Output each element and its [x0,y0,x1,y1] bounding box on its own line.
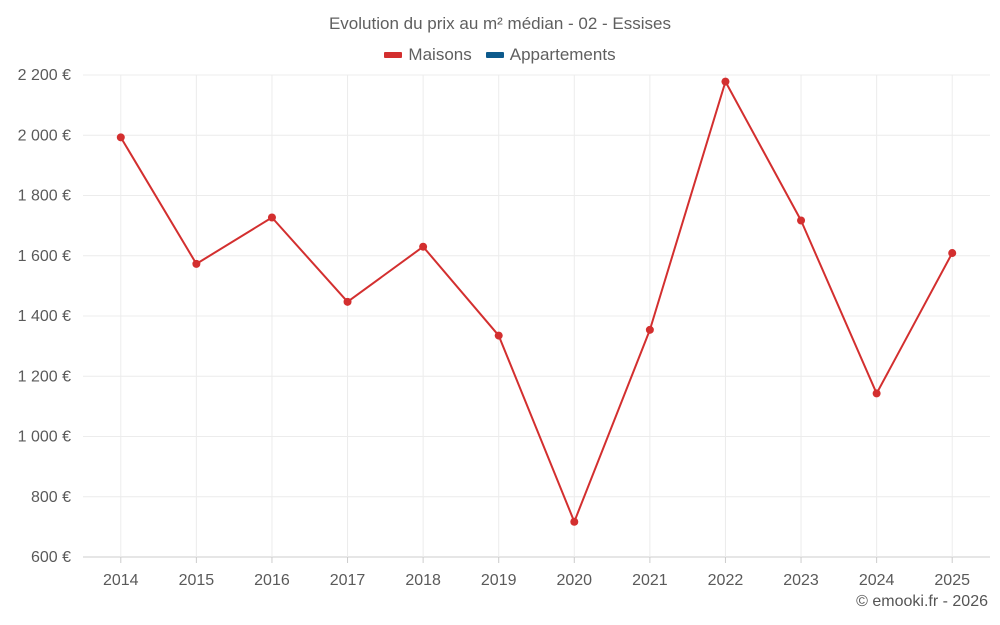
data-point-maisons[interactable] [948,249,957,258]
x-tick-label: 2025 [934,572,970,589]
y-tick-label: 800 € [31,489,71,506]
y-tick-label: 600 € [31,549,71,566]
y-tick-label: 1 600 € [18,248,71,265]
x-tick-label: 2018 [405,572,441,589]
x-tick-label: 2023 [783,572,819,589]
copyright-notice: © emooki.fr - 2026 [856,593,988,610]
data-point-maisons[interactable] [872,389,881,398]
data-point-maisons[interactable] [267,213,276,222]
y-tick-label: 2 200 € [18,67,71,84]
data-point-maisons[interactable] [116,133,125,142]
y-tick-label: 1 800 € [18,188,71,205]
x-tick-label: 2019 [481,572,517,589]
x-tick-label: 2017 [330,572,366,589]
y-tick-label: 1 000 € [18,429,71,446]
data-point-maisons[interactable] [570,517,579,526]
data-point-maisons[interactable] [721,77,730,86]
x-tick-label: 2020 [556,572,592,589]
y-tick-label: 1 200 € [18,368,71,385]
x-tick-label: 2021 [632,572,668,589]
series-line-maisons [119,80,954,523]
data-point-maisons[interactable] [645,325,654,334]
legend-label-appartements: Appartements [509,45,616,64]
y-tick-label: 1 400 € [18,308,71,325]
x-tick-label: 2016 [254,572,290,589]
data-point-maisons[interactable] [797,216,806,225]
data-point-maisons[interactable] [494,331,503,340]
legend-swatch-appartements [485,52,504,58]
legend-item-appartements[interactable]: Appartements [485,45,616,65]
y-tick-label: 2 000 € [18,127,71,144]
x-tick-label: 2014 [103,572,139,589]
x-tick-label: 2022 [708,572,744,589]
x-tick-label: 2015 [179,572,215,589]
x-tick-label: 2024 [859,572,895,589]
data-point-maisons[interactable] [419,242,428,251]
data-point-maisons[interactable] [343,297,352,306]
legend-item-maisons[interactable]: Maisons [384,45,472,65]
chart-title: Evolution du prix au m² médian - 02 - Es… [328,14,672,33]
data-point-maisons[interactable] [192,259,201,268]
legend-swatch-maisons [384,52,403,58]
legend-label-maisons: Maisons [408,45,472,64]
legend: Maisons Appartements [0,45,1000,65]
